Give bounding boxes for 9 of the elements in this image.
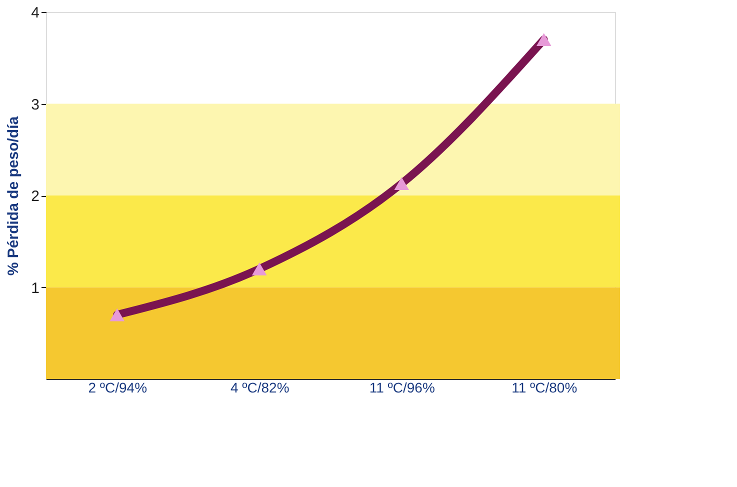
y-tick-label: 3	[31, 96, 40, 114]
x-tick-label: 4 ºC/82%	[230, 380, 290, 396]
x-tick-label: 11 ºC/80%	[512, 380, 578, 396]
y-axis-title: % Pérdida de peso/día	[5, 116, 22, 276]
x-tick-label: 11 ºC/96%	[369, 380, 435, 396]
y-tick-label: 2	[31, 188, 40, 205]
x-tick-label: 2 ºC/94%	[88, 380, 148, 396]
y-tick-label: 4	[31, 4, 40, 22]
y-tick-label: 1	[31, 280, 40, 297]
